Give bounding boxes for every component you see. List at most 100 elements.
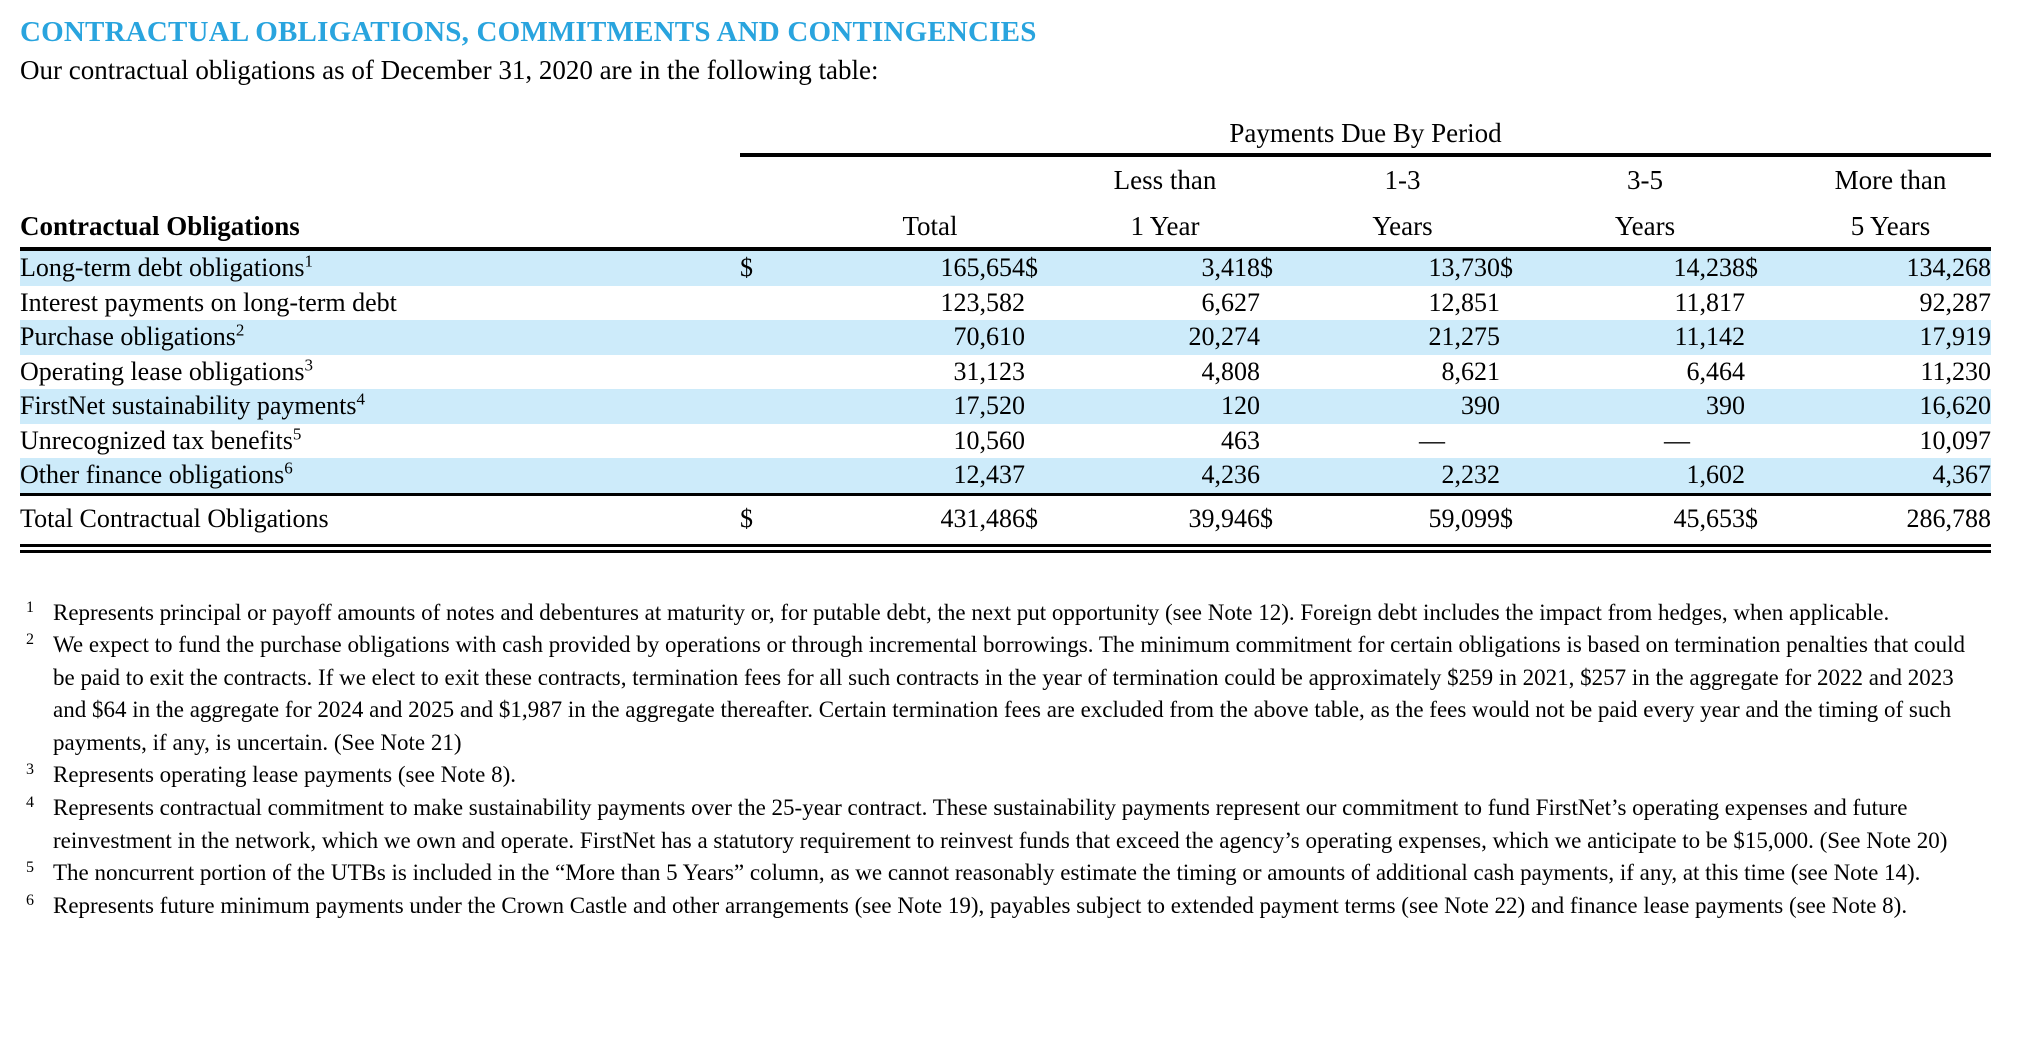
currency-cell [1745,389,1790,424]
currency-cell [740,286,835,321]
currency-cell [740,320,835,355]
row-label: Interest payments on long-term debt [20,286,740,321]
table-row: Interest payments on long-term debt 123,5… [20,286,1991,321]
row-label: Unrecognized tax benefits5 [20,424,740,459]
currency-cell: $ [740,492,835,553]
currency-cell [1025,355,1070,390]
value-cell: 4,808 [1201,356,1261,386]
value-cell: 463 [1221,425,1260,455]
currency-cell [1500,320,1545,355]
row-label-text: Operating lease obligations [20,356,305,386]
value-cell: 10,560 [953,425,1026,455]
footnote-number: 2 [26,631,34,649]
col-3-5-years-line1: 3-5 [1627,164,1663,195]
value-cell: 20,274 [1070,320,1260,355]
currency-cell [1025,458,1070,494]
total-row: Total Contractual Obligations $ 431,486 … [20,492,1992,553]
table-row: FirstNet sustainability payments4 17,520 1… [20,389,1992,424]
currency-cell [1260,355,1305,390]
value-cell: 16,620 [1790,389,1992,424]
footnote-number: 5 [26,859,34,877]
contractual-obligations-table: Payments Due By Period Less than 1-3 3-5… [20,86,1992,553]
total-value-less-than-1-year: 39,946 [1070,492,1260,553]
currency-cell [1025,389,1070,424]
value-cell: — [1419,425,1445,455]
row-header-contractual-obligations: Contractual Obligations [20,197,740,251]
footnote-text: Represents contractual commitment to mak… [53,795,1948,853]
currency-cell [1500,286,1545,321]
value-cell: 120 [1070,389,1260,424]
currency-cell: $ [1260,249,1305,286]
value-cell: 10,097 [1919,425,1992,455]
table-row: Purchase obligations2 70,610 20,274 21,275 1… [20,320,1992,355]
value-cell: 6,464 [1686,356,1746,386]
currency-cell [1745,286,1790,321]
column-header-line2: Contractual Obligations Total 1 Year Yea… [20,197,1992,251]
currency-cell: $ [1025,249,1070,286]
value-cell: 12,437 [835,458,1025,494]
currency-cell [1500,458,1545,494]
footnote-item: 6 Represents future minimum payments unde… [20,890,1991,923]
footnote-ref: 5 [292,423,302,443]
row-label-text: Unrecognized tax benefits [20,425,293,455]
value-cell: 92,287 [1919,287,1992,317]
currency-cell [740,355,835,390]
col-total-line2: Total [835,197,1025,251]
col-total-line1 [835,155,1025,197]
total-value-more-than-5-years: 286,788 [1790,492,1992,553]
value-cell: 4,367 [1790,458,1992,494]
currency-cell [740,389,835,424]
currency-cell [1260,389,1305,424]
currency-cell [1500,424,1545,459]
col-more-than-5-years-line2: 5 Years [1790,197,1992,251]
currency-cell: $ [1745,492,1790,553]
currency-cell [1745,458,1790,494]
value-cell: 1,602 [1545,458,1745,494]
col-1-3-years-line1: 1-3 [1384,164,1421,195]
row-label-text: FirstNet sustainability payments [20,391,357,420]
footnote-text: The noncurrent portion of the UTBs is in… [53,860,1921,886]
row-label-text: Purchase obligations [20,322,236,351]
value-cell: 17,919 [1790,320,1992,355]
row-label: Long-term debt obligations1 [20,249,740,286]
value-cell: — [1664,425,1690,455]
footnote-number: 1 [26,598,34,616]
currency-cell [740,424,835,459]
value-cell: 31,123 [953,356,1026,386]
currency-cell [740,458,835,494]
footnote-ref: 4 [356,389,366,409]
spanner-spacer [20,86,740,155]
footnote-number: 4 [26,794,34,812]
row-label-text: Other finance obligations [20,460,285,489]
spanner-row: Payments Due By Period [20,86,1992,157]
col-3-5-years-line2: Years [1545,197,1745,251]
footnote-number: 6 [26,891,34,909]
currency-cell [1025,286,1070,321]
currency-cell [1260,458,1305,494]
page-title: CONTRACTUAL OBLIGATIONS, COMMITMENTS AND… [20,16,1037,48]
row-label: FirstNet sustainability payments4 [20,389,740,424]
footnote-text: We expect to fund the purchase obligatio… [53,632,1966,755]
footnote-text: Represents future minimum payments under… [53,892,1908,918]
row-label-text: Interest payments on long-term debt [20,287,397,317]
col-1-3-years-line2: Years [1305,197,1500,251]
table-body: Long-term debt obligations1 $165,654 $3,41… [20,249,1992,494]
currency-cell [1025,424,1070,459]
total-row-label: Total Contractual Obligations [20,492,740,553]
value-cell: 165,654 [835,249,1025,286]
currency-cell [1745,355,1790,390]
table-footer: Total Contractual Obligations $ 431,486 … [20,492,1992,553]
currency-cell [1025,320,1070,355]
currency-cell: $ [1260,492,1305,553]
footnote-item: 2 We expect to fund the purchase obligati… [20,629,1991,759]
total-value-total: 431,486 [835,492,1025,553]
payments-due-by-period-header: Payments Due By Period [740,86,1992,157]
table-row: Unrecognized tax benefits5 10,560 463 — — 10,… [20,424,1991,459]
footnote-item: 4 Represents contractual commitment to ma… [20,792,1991,857]
table-row: Other finance obligations6 12,437 4,236 2,2… [20,458,1992,494]
row-label: Purchase obligations2 [20,320,740,355]
currency-cell [1260,320,1305,355]
currency-cell: $ [740,249,835,286]
currency-cell: $ [1745,249,1790,286]
row-label: Operating lease obligations3 [20,355,740,390]
